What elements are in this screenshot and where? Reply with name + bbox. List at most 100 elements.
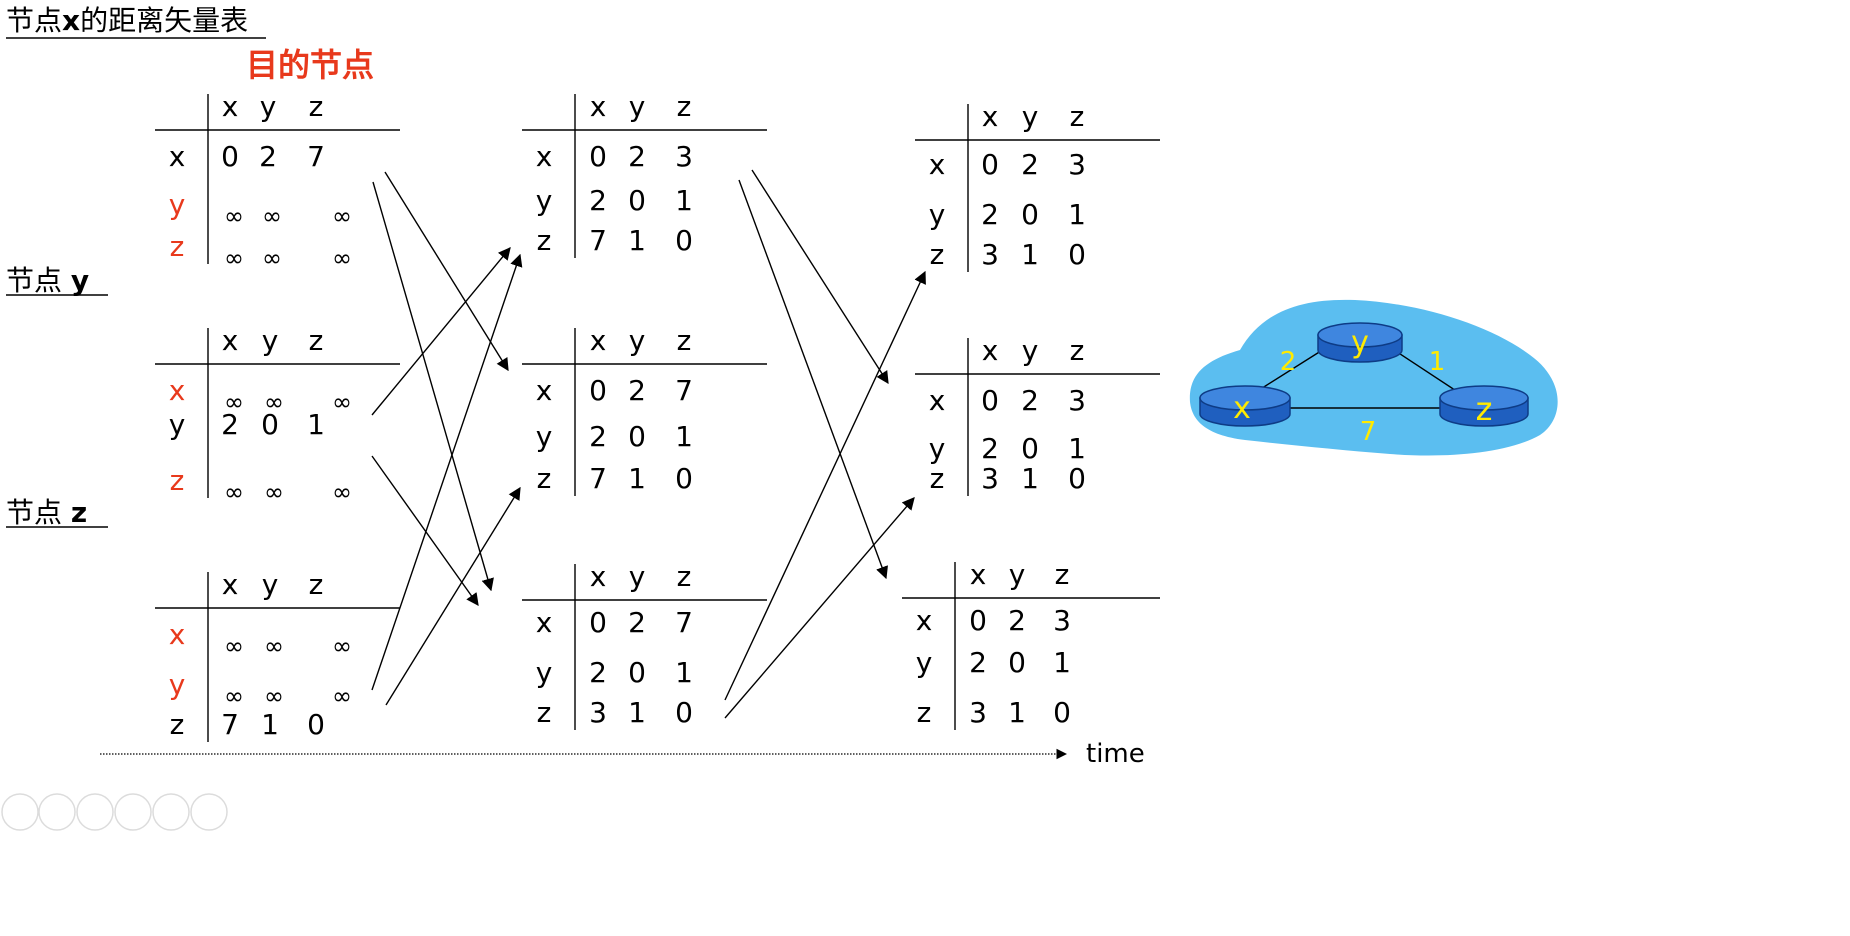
row-label: y [169,668,186,701]
table-cell: 3 [969,696,987,729]
table-cell: 1 [307,408,325,441]
table-cell: 0 [589,140,607,173]
column-header: y [629,560,646,593]
table-cell: 0 [675,224,693,257]
router-y-label: y [1351,325,1369,360]
column-header: z [309,324,324,357]
table-cell: 2 [628,374,646,407]
table-cell: 1 [628,224,646,257]
table-cell: ∞ [224,632,244,660]
arrows-layer [371,169,926,719]
t-z-2: x y zx 0 2 7y 2 0 1z 3 1 0 [522,560,767,730]
table-cell: ∞ [332,682,352,710]
table-cell: 0 [1021,198,1039,231]
table-cell: 1 [675,184,693,217]
t-z-3: x y zx 0 2 3y 2 0 1z 3 1 0 [902,558,1160,730]
table-cell: 0 [261,408,279,441]
arrow-z2-to-x3 [724,270,926,701]
table-cell: 1 [261,708,279,741]
column-header: z [309,568,324,601]
table-cell: 7 [589,462,607,495]
table-cell: 2 [589,420,607,453]
table-cell: 0 [589,606,607,639]
column-header: x [222,90,239,123]
table-cell: 1 [1068,432,1086,465]
network-topology: y x z 2 1 7 [1189,299,1558,456]
table-cell: ∞ [262,202,282,230]
table-cell: 1 [628,462,646,495]
row-label: x [169,140,186,173]
table-cell: 3 [675,140,693,173]
table-cell: 0 [675,696,693,729]
t-y-2: x y zx 0 2 7y 2 0 1z 7 1 0 [522,324,767,496]
table-cell: 0 [628,656,646,689]
table-cell: 1 [1021,462,1039,495]
column-header: z [1055,558,1070,591]
table-cell: 7 [675,374,693,407]
row-label: y [916,646,933,679]
column-header: x [222,324,239,357]
table-cell: 1 [1068,198,1086,231]
edge-x-y-cost: 2 [1280,347,1297,377]
table-cell: ∞ [224,244,244,272]
column-header: y [260,90,277,123]
column-header: z [1070,334,1085,367]
t-x-2: x y zx 0 2 3y 2 0 1z 7 1 0 [522,90,767,258]
row-label: x [536,606,553,639]
column-header: y [262,324,279,357]
row-label: x [929,148,946,181]
table-cell: 7 [307,140,325,173]
table-cell: 1 [1053,646,1071,679]
table-cell: ∞ [332,244,352,272]
table-cell: 7 [589,224,607,257]
table-cell: 1 [1021,238,1039,271]
t-y-1: x y zx ∞ ∞ ∞y 2 0 1z ∞ ∞ ∞ [155,324,400,506]
row-label: z [537,696,552,729]
arrow-y1-to-x2 [371,247,511,416]
table-cell: 0 [628,184,646,217]
time-label: time [1086,739,1145,769]
table-cell: 2 [628,606,646,639]
arrow-z1-to-y2 [385,486,521,706]
table-cell: 0 [589,374,607,407]
row-label: z [930,238,945,271]
node-x-title: 节点x的距离矢量表 [6,4,248,37]
tables-layer: x y zx 0 2 7y ∞ ∞ ∞z ∞ ∞ ∞x y zx ∞ ∞ ∞y 2 0 1z ∞ ∞ ∞x y zx ∞ ∞ ∞y ∞ ∞… [155,90,1160,742]
table-cell: ∞ [262,244,282,272]
table-cell: 0 [221,140,239,173]
arrow-x2-to-z3 [738,179,888,580]
table-cell: ∞ [332,478,352,506]
table-cell: 3 [589,696,607,729]
table-cell: 3 [981,238,999,271]
arrow-x1-to-z2 [372,181,494,592]
column-header: y [262,568,279,601]
column-header: y [629,324,646,357]
edge-y-z-cost: 1 [1429,347,1446,377]
column-header: x [590,90,607,123]
table-cell: 0 [969,604,987,637]
table-cell: 3 [1053,604,1071,637]
table-cell: ∞ [224,202,244,230]
row-label: z [170,708,185,741]
table-cell: 0 [307,708,325,741]
table-cell: 2 [589,656,607,689]
table-cell: 1 [1008,696,1026,729]
row-label: y [536,420,553,453]
table-cell: 0 [1021,432,1039,465]
table-cell: 2 [628,140,646,173]
row-label: x [536,140,553,173]
table-cell: 1 [675,420,693,453]
table-cell: 1 [628,696,646,729]
row-label: z [930,462,945,495]
column-header: y [1022,334,1039,367]
table-cell: 3 [1068,148,1086,181]
row-label: z [537,462,552,495]
t-x-1: x y zx 0 2 7y ∞ ∞ ∞z ∞ ∞ ∞ [155,90,400,272]
row-label: z [170,464,185,497]
table-cell: 2 [1021,384,1039,417]
table-cell: ∞ [264,478,284,506]
arrow-y1-to-z2 [371,455,479,607]
column-header: x [982,100,999,133]
column-header: z [1070,100,1085,133]
table-cell: 3 [981,462,999,495]
